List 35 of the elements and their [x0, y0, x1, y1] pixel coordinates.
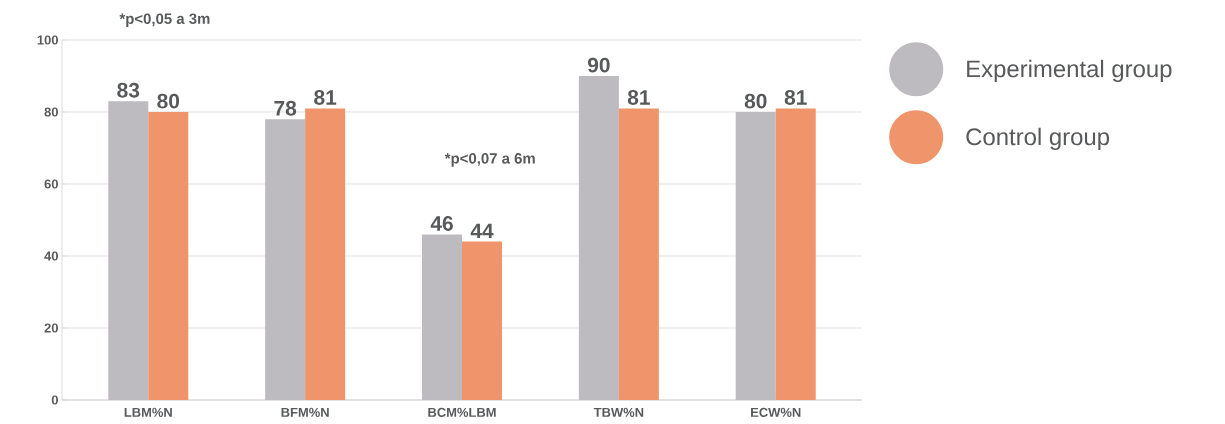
- legend-label: Experimental group: [967, 59, 1172, 83]
- data-label: 80: [744, 93, 767, 109]
- y-tick-label: 40: [44, 251, 58, 261]
- x-tick-label: BCM%LBM: [428, 407, 496, 417]
- data-label: 44: [470, 223, 494, 239]
- y-tick-label: 20: [44, 323, 58, 333]
- bar: [422, 234, 462, 400]
- x-tick-label: TBW%N: [593, 407, 644, 417]
- bar: [735, 112, 776, 400]
- data-label: 81: [627, 90, 650, 105]
- bar: [148, 112, 189, 400]
- bar: [265, 119, 306, 400]
- y-tick-label: 60: [44, 179, 58, 189]
- data-label: 46: [430, 216, 453, 231]
- bar: [108, 101, 149, 400]
- x-tick-label: BFM%N: [281, 407, 329, 417]
- x-tick-label: ECW%N: [751, 407, 801, 417]
- bar: [305, 108, 346, 400]
- y-tick-label: 100: [37, 35, 58, 45]
- text: *p<0,05 a 3m: [119, 13, 210, 27]
- annotation: *p<0,07 a 6m: [444, 153, 535, 167]
- x-tick-label: LBM%N: [124, 407, 172, 417]
- y-tick-label: 80: [44, 107, 58, 117]
- data-label: 78: [274, 100, 297, 116]
- data-label: 83: [117, 82, 140, 98]
- data-label: 81: [784, 90, 807, 105]
- data-label: 80: [157, 93, 180, 109]
- data-label: 81: [314, 90, 337, 105]
- bar: [618, 108, 659, 400]
- bar: [775, 108, 816, 400]
- bar: [462, 241, 502, 400]
- bar: [578, 76, 619, 400]
- y-tick-label: 0: [51, 395, 58, 405]
- legend-label: Control group: [966, 127, 1110, 151]
- data-label: 90: [587, 57, 610, 73]
